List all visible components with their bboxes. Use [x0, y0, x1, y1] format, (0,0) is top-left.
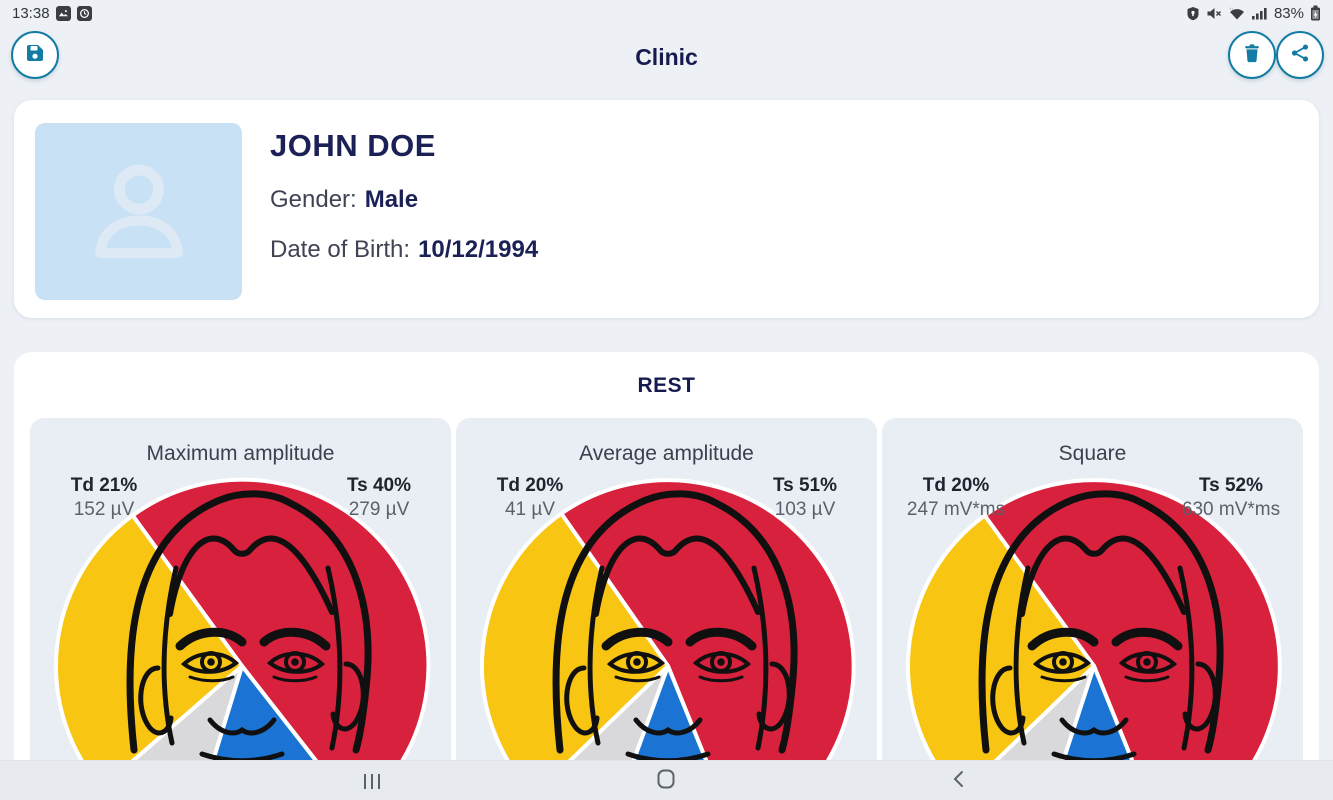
share-button[interactable] — [1276, 31, 1324, 79]
dob-label: Date of Birth: — [270, 236, 411, 263]
chart-label-ts: Ts 40% 279 µV — [346, 475, 412, 520]
android-nav-bar — [0, 760, 1333, 800]
rest-section: REST Maximum amplitude Td 21% 152 µV Ts … — [14, 352, 1319, 760]
recents-button[interactable] — [342, 761, 402, 800]
chart-label-ts: Ts 51% 103 µV — [772, 475, 838, 520]
gender-label: Gender: — [270, 186, 357, 213]
battery-icon — [1310, 5, 1321, 21]
patient-dob-row: Date of Birth: 10/12/1994 — [270, 236, 538, 264]
home-icon — [657, 769, 675, 794]
delete-button[interactable] — [1228, 31, 1276, 79]
wifi-icon: ↑↓ — [1228, 6, 1246, 21]
back-icon — [951, 769, 965, 794]
page-title: Clinic — [635, 44, 698, 70]
rest-section-title: REST — [637, 374, 696, 397]
chart-card-square: Square Td 20% 247 mV*ms Ts 52% 630 mV*ms — [882, 418, 1303, 760]
pie-face-chart — [479, 478, 856, 760]
status-bar: 13:38 ↑↓ 83% — [0, 0, 1333, 26]
patient-gender-row: Gender: Male — [270, 186, 538, 214]
chart-label-td: Td 20% 247 mV*ms — [906, 475, 1006, 520]
gallery-notification-icon — [55, 5, 71, 21]
status-time: 13:38 — [12, 4, 50, 22]
chart-card-maximum-amplitude: Maximum amplitude Td 21% 152 µV Ts 40% 2… — [30, 418, 451, 760]
patient-name: JOHN DOE — [270, 128, 436, 163]
save-icon — [23, 41, 47, 70]
security-status-icon — [1186, 6, 1200, 21]
recents-icon — [364, 773, 380, 789]
mute-icon — [1206, 6, 1222, 21]
chart-label-ts: Ts 52% 630 mV*ms — [1181, 475, 1281, 520]
avatar — [35, 123, 242, 300]
signal-strength-icon — [1251, 6, 1268, 20]
app-header: Clinic — [0, 26, 1333, 90]
charts-row: Maximum amplitude Td 21% 152 µV Ts 40% 2… — [30, 418, 1303, 760]
chart-label-td: Td 21% 152 µV — [70, 475, 138, 520]
patient-card: JOHN DOE Gender: Male Date of Birth: 10/12… — [14, 100, 1319, 318]
chart-title: Square — [1058, 442, 1127, 465]
pie-face-chart — [906, 478, 1282, 760]
gender-value: Male — [364, 186, 419, 213]
clock-notification-icon — [76, 5, 92, 21]
dob-value: 10/12/1994 — [418, 236, 539, 263]
chart-title: Average amplitude — [579, 442, 754, 465]
battery-percent: 83% — [1273, 4, 1304, 22]
chart-label-td: Td 20% 41 µV — [496, 475, 564, 520]
share-icon — [1289, 42, 1311, 69]
person-icon — [64, 139, 214, 284]
chart-title: Maximum amplitude — [146, 442, 335, 465]
trash-icon — [1241, 42, 1263, 69]
chart-card-average-amplitude: Average amplitude Td 20% 41 µV Ts 51% 10… — [456, 418, 877, 760]
home-button[interactable] — [636, 761, 696, 800]
pie-face-chart — [54, 477, 431, 760]
svg-text:↑↓: ↑↓ — [1229, 6, 1233, 11]
save-button[interactable] — [11, 31, 59, 79]
back-button[interactable] — [928, 761, 988, 800]
